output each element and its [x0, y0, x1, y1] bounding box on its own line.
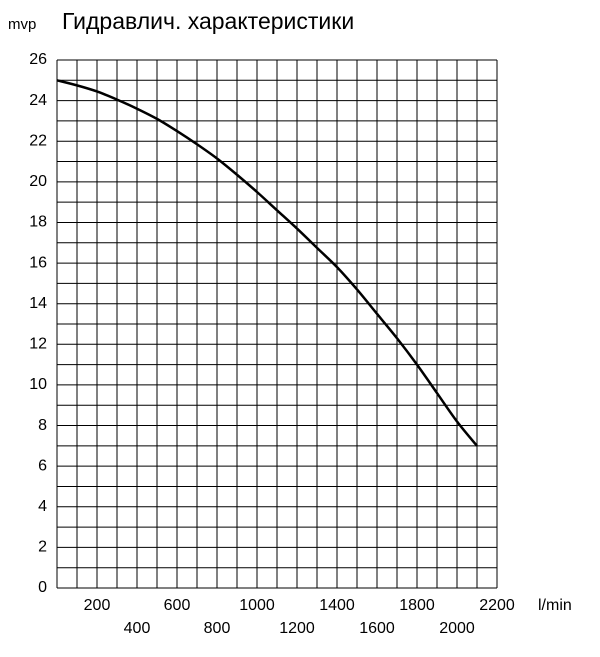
y-tick-label: 18: [29, 214, 47, 231]
y-tick-label: 24: [29, 92, 47, 109]
x-tick-label: 1000: [239, 597, 275, 614]
x-tick-label: 1400: [319, 597, 355, 614]
y-tick-label: 12: [29, 336, 47, 353]
y-tick-label: 22: [29, 132, 47, 149]
x-tick-label: 200: [84, 597, 111, 614]
y-tick-label: 20: [29, 173, 47, 190]
chart-title: Гидравлич. характеристики: [62, 8, 354, 34]
curve: [56, 79, 478, 447]
x-tick-label: 1200: [279, 620, 315, 637]
y-tick-label: 16: [29, 254, 47, 271]
x-tick-label: 400: [124, 620, 151, 637]
y-tick-label: 8: [38, 417, 47, 434]
x-tick-label: 600: [164, 597, 191, 614]
y-tick-label: 4: [38, 498, 47, 515]
y-tick-label: 6: [38, 457, 47, 474]
x-tick-label: 800: [204, 620, 231, 637]
x-tick-label: 1800: [399, 597, 435, 614]
x-tick-label: 2000: [439, 620, 475, 637]
y-tick-label: 10: [29, 376, 47, 393]
x-axis-label: l/min: [538, 597, 572, 614]
y-tick-label: 26: [29, 51, 47, 68]
x-tick-label: 2200: [479, 597, 515, 614]
y-tick-label: 0: [38, 579, 47, 596]
x-tick-label: 1600: [359, 620, 395, 637]
y-tick-label: 2: [38, 539, 47, 556]
y-axis-label: mvp: [8, 16, 36, 33]
y-tick-label: 14: [29, 295, 47, 312]
